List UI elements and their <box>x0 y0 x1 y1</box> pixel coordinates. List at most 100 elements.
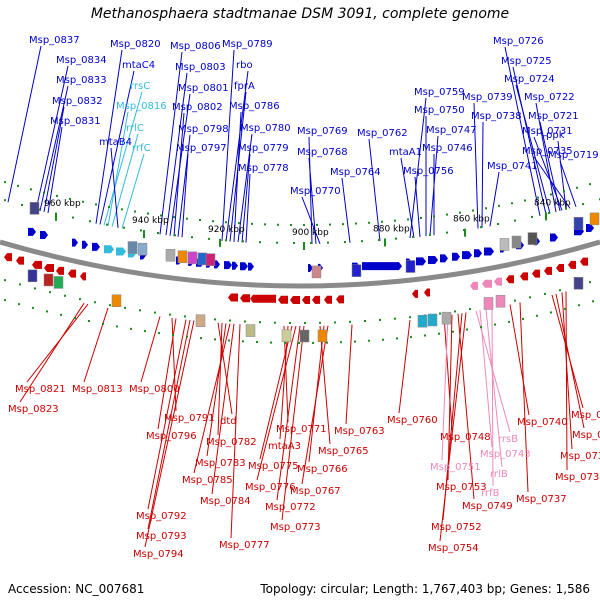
reverse-gene-arrow[interactable] <box>568 260 576 269</box>
forward-gene-label[interactable]: Msp_0724 <box>504 74 555 85</box>
reverse-gene-label[interactable]: Msp_0751 <box>430 462 481 473</box>
reverse-gene-label[interactable]: rrsB <box>498 434 518 445</box>
reverse-gene-arrow[interactable] <box>412 289 418 298</box>
forward-gene-label[interactable]: rrfC <box>132 143 151 154</box>
forward-gene-label[interactable]: mtaA1 <box>389 147 422 158</box>
reverse-gene-label[interactable]: dtd <box>220 416 237 427</box>
reverse-gene-label[interactable]: Msp_0753 <box>436 482 487 493</box>
forward-gene-arrow[interactable] <box>116 247 126 256</box>
forward-gene-arrow[interactable] <box>72 238 78 247</box>
forward-gene-label[interactable]: Msp_0741 <box>487 161 538 172</box>
forward-gene-label[interactable]: Msp_0719 <box>548 150 599 161</box>
reverse-gene-label[interactable]: Msp_0740 <box>517 417 568 428</box>
reverse-gene-arrow[interactable] <box>4 253 12 262</box>
forward-gene-label[interactable]: rrlC <box>126 123 144 134</box>
reverse-gene-label[interactable]: Msp_0823 <box>8 404 59 415</box>
reverse-gene-label[interactable]: Msp_0800 <box>129 384 180 395</box>
forward-gene-label[interactable]: Msp_0750 <box>414 105 465 116</box>
reverse-gene-arrow[interactable] <box>278 295 288 304</box>
forward-gene-label[interactable]: Msp_0746 <box>422 143 473 154</box>
reverse-gene-arrow[interactable] <box>56 266 64 275</box>
reverse-gene-arrow[interactable] <box>556 263 564 272</box>
forward-gene-label[interactable]: Msp_0832 <box>52 96 103 107</box>
forward-gene-label[interactable]: ppk <box>546 130 565 141</box>
forward-gene-label[interactable]: Msp_0735 <box>522 146 573 157</box>
forward-gene-label[interactable]: Msp_0798 <box>178 124 229 135</box>
reverse-gene-label[interactable]: Msp_0748 <box>440 432 491 443</box>
forward-gene-label[interactable]: Msp_0816 <box>116 101 167 112</box>
forward-gene-arrow[interactable] <box>586 224 594 233</box>
forward-gene-label[interactable]: Msp_0803 <box>175 62 226 73</box>
reverse-gene-arrow[interactable] <box>324 295 332 304</box>
forward-gene-arrow[interactable] <box>452 252 460 261</box>
forward-gene-arrow[interactable] <box>240 262 248 271</box>
forward-gene-label[interactable]: Msp_0739 <box>462 92 513 103</box>
forward-gene-label[interactable]: Msp_0721 <box>528 111 579 122</box>
forward-gene-label[interactable]: mtaB4 <box>99 137 132 148</box>
reverse-gene-label[interactable]: Msp_0773 <box>270 522 321 533</box>
reverse-gene-label[interactable]: Msp_0767 <box>290 486 341 497</box>
reverse-gene-arrow[interactable] <box>494 277 502 286</box>
forward-gene-label[interactable]: Msp_0768 <box>297 147 348 158</box>
forward-gene-label[interactable]: mtaC4 <box>122 60 155 71</box>
reverse-gene-arrow[interactable] <box>228 293 238 302</box>
reverse-gene-arrow[interactable] <box>424 288 430 297</box>
reverse-gene-label[interactable]: Msp_0776 <box>245 482 296 493</box>
reverse-gene-arrow[interactable] <box>16 256 24 265</box>
forward-gene-arrow[interactable] <box>550 233 558 242</box>
reverse-gene-label[interactable]: rrfB <box>481 488 500 499</box>
forward-gene-label[interactable]: Msp_0831 <box>50 116 101 127</box>
forward-gene-arrow[interactable] <box>362 262 402 271</box>
reverse-gene-label[interactable]: Msp_0728 <box>572 430 600 441</box>
forward-gene-label[interactable]: Msp_0747 <box>426 125 477 136</box>
reverse-gene-label[interactable]: rrlB <box>490 469 508 480</box>
reverse-gene-arrow[interactable] <box>290 295 300 304</box>
reverse-gene-arrow[interactable] <box>470 281 478 290</box>
forward-gene-label[interactable]: Msp_0797 <box>176 143 227 154</box>
forward-gene-label[interactable]: Msp_0722 <box>524 92 575 103</box>
forward-gene-label[interactable]: Msp_0837 <box>29 35 80 46</box>
reverse-gene-label[interactable]: Msp_0771 <box>276 424 327 435</box>
forward-gene-arrow[interactable] <box>308 263 313 272</box>
reverse-gene-label[interactable]: Msp_0743 <box>480 449 531 460</box>
reverse-gene-label[interactable]: Msp_0754 <box>428 543 479 554</box>
forward-gene-label[interactable]: Msp_0725 <box>501 56 552 67</box>
forward-gene-arrow[interactable] <box>440 254 448 263</box>
reverse-gene-label[interactable]: Msp_0765 <box>318 446 369 457</box>
forward-gene-label[interactable]: Msp_0726 <box>493 36 544 47</box>
forward-gene-label[interactable]: Msp_0806 <box>170 41 221 52</box>
forward-gene-label[interactable]: Msp_0780 <box>240 123 291 134</box>
reverse-gene-arrow[interactable] <box>532 269 540 278</box>
forward-gene-arrow[interactable] <box>232 261 238 270</box>
reverse-gene-label[interactable]: Msp_0794 <box>133 549 184 560</box>
reverse-gene-label[interactable]: Msp_0821 <box>15 384 66 395</box>
forward-gene-arrow[interactable] <box>224 261 232 270</box>
reverse-gene-label[interactable]: Msp_0785 <box>182 475 233 486</box>
reverse-gene-label[interactable]: Msp_0777 <box>219 540 270 551</box>
forward-gene-label[interactable]: Msp_0731 <box>522 126 573 137</box>
reverse-gene-arrow[interactable] <box>250 294 276 303</box>
forward-gene-label[interactable]: Msp_0789 <box>222 39 273 50</box>
reverse-gene-arrow[interactable] <box>482 279 492 288</box>
reverse-gene-arrow[interactable] <box>240 294 250 303</box>
forward-gene-label[interactable]: Msp_0834 <box>56 55 107 66</box>
forward-gene-arrow[interactable] <box>248 262 254 271</box>
forward-gene-arrow[interactable] <box>92 242 100 251</box>
reverse-gene-label[interactable]: Msp_0813 <box>72 384 123 395</box>
forward-gene-label[interactable]: Msp_0802 <box>172 102 223 113</box>
forward-gene-arrow[interactable] <box>214 260 220 269</box>
reverse-gene-label[interactable]: Msp_0737 <box>516 494 567 505</box>
reverse-gene-label[interactable]: Msp_0793 <box>136 531 187 542</box>
reverse-gene-arrow[interactable] <box>336 295 344 304</box>
forward-gene-arrow[interactable] <box>416 257 426 266</box>
reverse-gene-arrow[interactable] <box>544 266 552 275</box>
reverse-gene-label[interactable]: mtaA3 <box>268 441 301 452</box>
forward-gene-arrow[interactable] <box>484 247 494 256</box>
forward-gene-label[interactable]: Msp_0770 <box>290 186 341 197</box>
forward-gene-label[interactable]: Msp_0738 <box>471 111 522 122</box>
forward-gene-arrow[interactable] <box>40 230 48 239</box>
reverse-gene-arrow[interactable] <box>302 295 310 304</box>
reverse-gene-label[interactable]: Msp_0791 <box>164 413 215 424</box>
reverse-gene-label[interactable]: Msp_0732 <box>560 451 600 462</box>
forward-gene-arrow[interactable] <box>428 255 438 264</box>
